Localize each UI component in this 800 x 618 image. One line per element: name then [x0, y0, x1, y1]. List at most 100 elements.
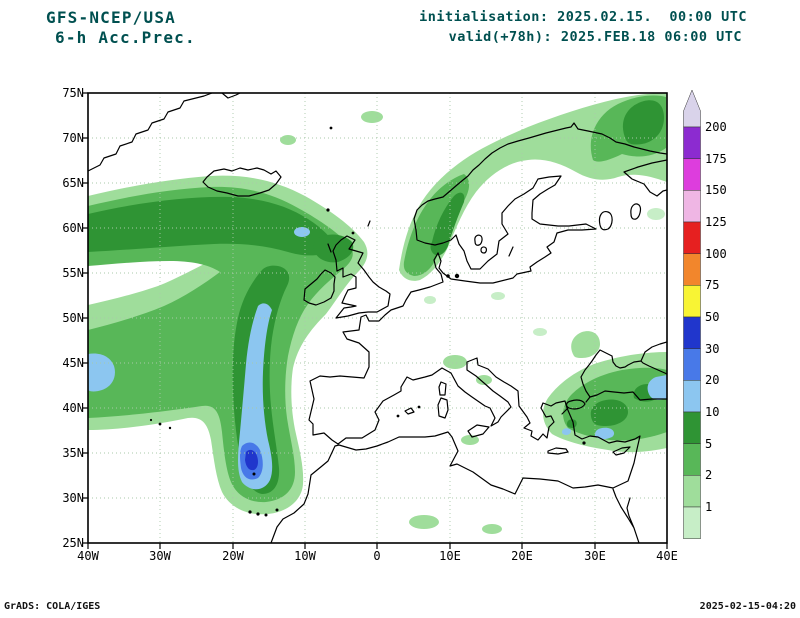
colorbar-seg-1: [683, 506, 701, 539]
product-title: 6-h Acc.Prec.: [55, 28, 196, 47]
coastline-greenland: [88, 93, 241, 172]
island-dot-canary4: [275, 508, 279, 512]
colorbar-seg-200plus: [683, 126, 701, 159]
precip-spot-romania: [533, 328, 547, 336]
model-title: GFS-NCEP/USA: [46, 8, 176, 27]
lat-label-75n: 75N: [62, 86, 84, 100]
precip-spot-libya: [482, 524, 502, 534]
coastline-red-sea-sinai: [612, 488, 640, 543]
precipitation-shading: [88, 93, 667, 534]
creation-timestamp: 2025-02-15-04:20: [700, 601, 796, 612]
colorbar-seg-5: [683, 443, 701, 476]
precip-spot-tyrrhenian: [461, 435, 479, 445]
lat-label-65n: 65N: [62, 176, 84, 190]
colorbar-label-20: 20: [705, 373, 719, 387]
precip-spot-ladoga: [647, 208, 665, 220]
precip-norway-dark: [430, 192, 465, 256]
island-dot-azores1: [158, 422, 162, 426]
lon-label-20w: 20W: [222, 549, 244, 563]
island-dots: [149, 126, 586, 517]
coastline-baltic-scandinavia: [413, 122, 667, 284]
colorbar-label-75: 75: [705, 278, 719, 292]
precip-blacksea-skyblue: [562, 375, 667, 440]
colorbar-label-5: 5: [705, 437, 712, 451]
precip-scotland-dark: [313, 234, 354, 263]
precip-spot-algeria: [409, 515, 439, 529]
island-dot-zealand: [454, 273, 460, 279]
coastline-marmara-straits: [561, 396, 591, 415]
lat-label-45n: 45N: [62, 356, 84, 370]
colorbar-seg-10: [683, 411, 701, 444]
coastline-ireland: [303, 269, 336, 306]
colorbar-label-50: 50: [705, 310, 719, 324]
lat-label-35n: 35N: [62, 446, 84, 460]
coastline-lakes: [474, 203, 642, 254]
colorbar-seg-175: [683, 158, 701, 191]
island-dot-faroe: [326, 208, 330, 212]
colorbar-label-100: 100: [705, 247, 727, 261]
precip-nwrussia-dark: [622, 100, 664, 145]
axis-ticks-left: [82, 92, 88, 544]
lon-label-10w: 10W: [294, 549, 316, 563]
colorbar-label-150: 150: [705, 183, 727, 197]
precip-spot-ceurope: [491, 292, 505, 300]
colorbar-legend: 200 175 150 125 100 75 50 30 20 10 5 2 1: [683, 89, 727, 539]
coastline-iceland: [202, 167, 282, 197]
coastline-white-sea: [623, 159, 667, 197]
coastlines: [88, 93, 667, 543]
colorbar-seg-30: [683, 348, 701, 381]
precip-atlantic-mid: [88, 186, 353, 503]
island-dot-canary2: [256, 512, 260, 516]
colorbar-seg-2: [683, 475, 701, 508]
colorbar-seg-150: [683, 190, 701, 223]
colorbar-arrow: [683, 89, 701, 128]
colorbar-label-1: 1: [705, 500, 712, 514]
colorbar-label-200: 200: [705, 120, 727, 134]
island-dot-minorca: [417, 405, 421, 409]
precip-spot-norwegian-sea: [361, 111, 383, 123]
colorbar-seg-20: [683, 380, 701, 413]
island-dot-canary3: [264, 513, 268, 517]
lat-label-60n: 60N: [62, 221, 84, 235]
init-time-label: initialisation: 2025.02.15. 00:00 UTC: [419, 9, 747, 25]
lon-label-40w: 40W: [77, 549, 99, 563]
colorbar-label-175: 175: [705, 152, 727, 166]
precip-spot-adriatic: [476, 375, 492, 385]
precip-spot-alps: [443, 355, 467, 369]
footer: GrADS: COLA/IGES 2025-02-15-04:20: [4, 601, 796, 612]
colorbar-label-125: 125: [705, 215, 727, 229]
island-dot-orkney: [351, 231, 355, 235]
lat-label-30n: 30N: [62, 491, 84, 505]
colorbar-seg-125: [683, 221, 701, 254]
colorbar-seg-50: [683, 316, 701, 349]
island-dot-azores2: [168, 426, 172, 430]
island-dot-canary1: [248, 510, 252, 514]
lon-label-30e: 30E: [584, 549, 606, 563]
map-area: [88, 93, 667, 543]
island-dot-funen: [446, 274, 450, 278]
colorbar-label-10: 10: [705, 405, 719, 419]
header: GFS-NCEP/USA 6-h Acc.Prec. initialisatio…: [46, 8, 747, 47]
island-dot-ibiza: [396, 414, 400, 418]
coastline-continental-europe-africa: [270, 252, 641, 543]
latitude-axis: 75N 70N 65N 60N 55N 50N 45N 40N 35N 30N …: [62, 86, 84, 550]
lon-label-0: 0: [373, 549, 380, 563]
colorbar-seg-75: [683, 285, 701, 318]
colorbar-seg-100: [683, 253, 701, 286]
lon-label-40e: 40E: [656, 549, 678, 563]
precip-front-darkblue: [245, 449, 258, 471]
coastline-mediterranean-islands: [404, 381, 631, 456]
coastline-black-sea: [580, 341, 667, 401]
valid-time-label: valid(+78h): 2025.FEB.18 06:00 UTC: [449, 29, 742, 45]
precip-band-skyblue-fleck: [294, 227, 310, 237]
precip-front-skyblue: [238, 303, 273, 490]
graticule-grid-lines: [88, 93, 667, 543]
lat-label-55n: 55N: [62, 266, 84, 280]
precip-spot-iceland-ne: [280, 135, 296, 145]
island-dot-janmayen: [329, 126, 333, 130]
precip-spot-germany: [424, 296, 436, 304]
lat-label-25n: 25N: [62, 536, 84, 550]
island-dot-madeira: [252, 472, 256, 476]
